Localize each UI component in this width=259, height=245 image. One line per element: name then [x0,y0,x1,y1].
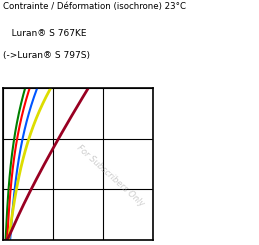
Text: Contrainte / Déformation (isochrone) 23°C: Contrainte / Déformation (isochrone) 23°… [3,2,186,12]
Text: Luran® S 767KE: Luran® S 767KE [3,29,86,38]
Text: For Subscribers Only: For Subscribers Only [75,144,146,209]
Text: (->Luran® S 797S): (->Luran® S 797S) [3,51,90,61]
